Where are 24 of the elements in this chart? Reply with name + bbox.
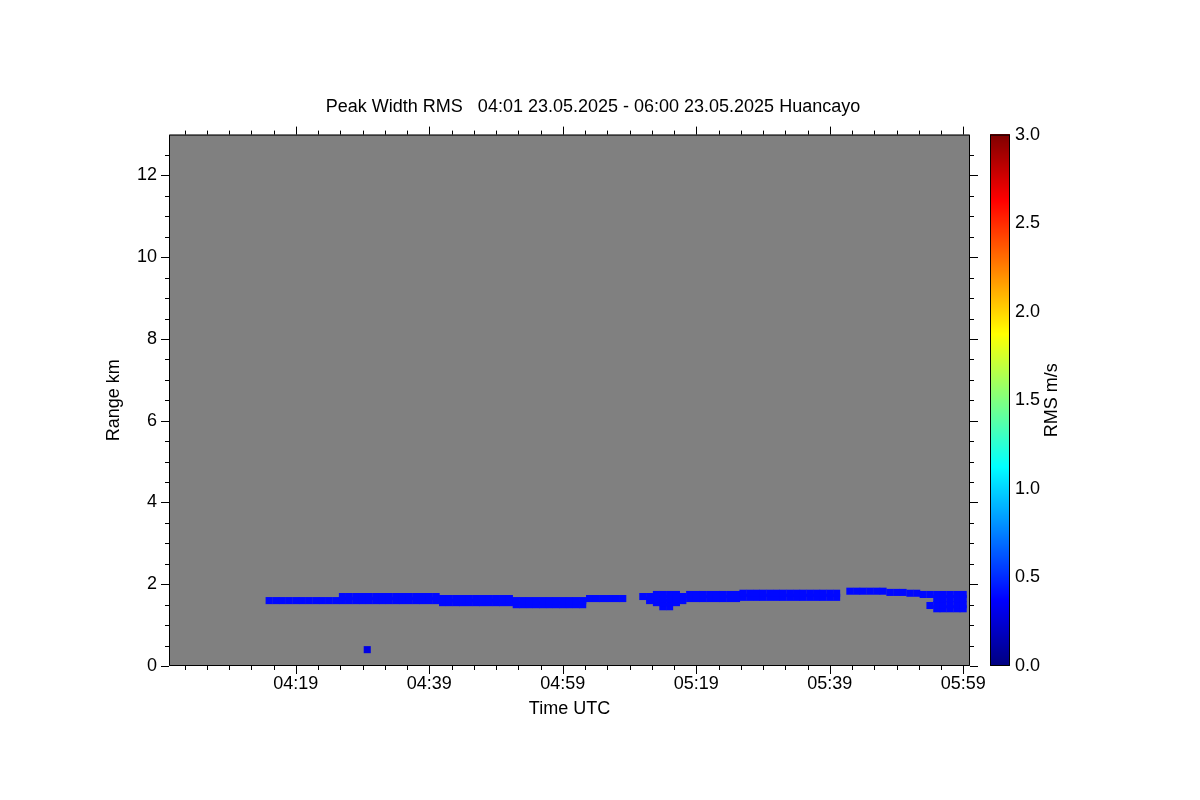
y-tick-label: 8 [146, 327, 157, 348]
color-bar-label: 2.0 [1015, 300, 1041, 321]
x-tick-label: 05:59 [940, 672, 986, 693]
y-tick-label: 2 [146, 573, 157, 594]
x-tick-label: 04:59 [540, 672, 586, 693]
color-bar-label: 2.5 [1015, 212, 1041, 233]
chart-title: Peak Width RMS 04:01 23.05.2025 - 06:00 23.05.2025 Huancayo [325, 95, 861, 116]
y-tick-label: 10 [136, 246, 157, 267]
color-bar-label: 1.0 [1015, 477, 1041, 498]
y-tick-label: 6 [146, 409, 157, 430]
color-bar-label: 0.0 [1015, 654, 1041, 675]
color-bar-title: RMS m/s [1040, 363, 1061, 438]
y-tick-label: 0 [146, 654, 157, 675]
x-tick-label: 04:39 [406, 672, 452, 693]
y-tick-label: 12 [136, 164, 157, 185]
x-axis-title: Time UTC [528, 698, 611, 719]
color-bar-label: 1.5 [1015, 389, 1041, 410]
y-tick-label: 4 [146, 491, 157, 512]
y-axis-title: Range km [102, 359, 123, 442]
color-bar-label: 0.5 [1015, 566, 1041, 587]
color-bar-label: 3.0 [1015, 123, 1041, 144]
x-tick-label: 05:39 [807, 672, 853, 693]
x-tick-label: 04:19 [273, 672, 319, 693]
x-tick-label: 05:19 [673, 672, 719, 693]
